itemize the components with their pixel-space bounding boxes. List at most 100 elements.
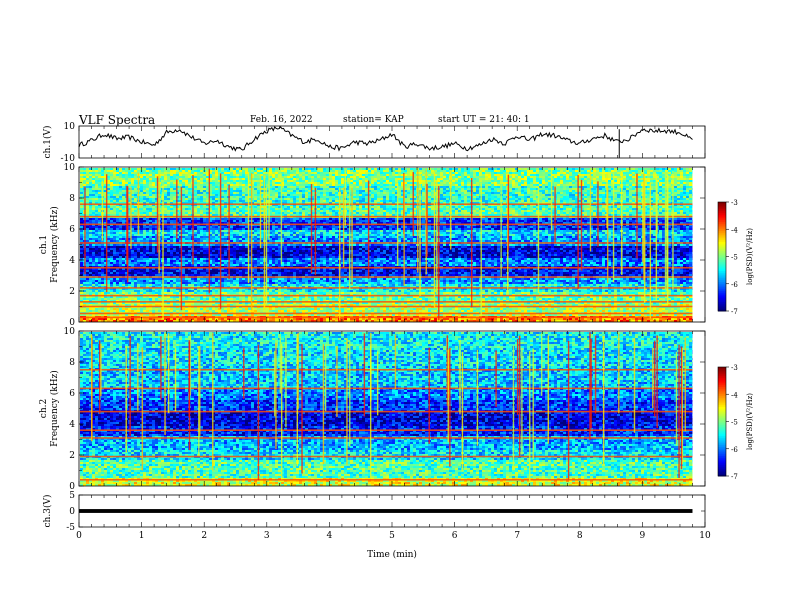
x-tick-label: 5 <box>389 531 395 541</box>
ch1-band-line <box>80 295 692 297</box>
x-tick-label: 2 <box>201 531 207 541</box>
ch1-colorbar-tick-label: -4 <box>731 226 738 234</box>
ch2-y-tick-label: 4 <box>69 420 75 430</box>
ch1-y-tick-label: 10 <box>64 122 76 132</box>
ch1-streak <box>368 181 369 279</box>
ch1-y-tick-label: 8 <box>69 194 75 204</box>
ch1-streak <box>209 169 210 294</box>
ch2-streak <box>618 333 619 413</box>
ch1-streak <box>220 173 221 308</box>
ch1-series-line <box>79 127 693 151</box>
ch1-streak <box>158 174 159 273</box>
ch1-streak <box>127 186 128 282</box>
ch2-streak <box>521 348 522 455</box>
ch2-streak <box>548 336 549 444</box>
ch2-y-tick-label: 6 <box>69 389 75 399</box>
ch1-streak <box>554 187 555 244</box>
ch1-y-axis-label: ch.1(V) <box>42 126 53 159</box>
ch2-streak <box>676 352 677 446</box>
ch1-streak <box>426 184 427 257</box>
ch1-y-tick-label: 2 <box>69 287 75 297</box>
x-tick-label: 8 <box>577 531 583 541</box>
ch2-streak <box>164 332 165 435</box>
x-tick-label: 7 <box>514 531 520 541</box>
ch2-colorbar-tick-label: -4 <box>731 391 738 399</box>
ch1-streak <box>551 169 552 230</box>
ch1-colorbar-label: log(PSD)(V²/Hz) <box>746 228 754 285</box>
ch2-streak <box>532 349 533 460</box>
x-tick-label: 0 <box>76 531 82 541</box>
ch1-band-line <box>80 317 692 319</box>
ch1-band-line <box>80 276 692 278</box>
ch2-streak <box>325 344 326 412</box>
ch1-colorbar-tick-label: -3 <box>731 199 738 207</box>
ch1-streak <box>665 173 666 289</box>
ch1-colorbar <box>718 202 726 312</box>
ch1-streak <box>500 181 501 277</box>
ch1-streak <box>613 173 614 282</box>
chart-canvas: 10-10ch.1(V)0246810ch.1 Frequency (kHz)-3… <box>0 0 792 612</box>
ch1-y-tick-label: 4 <box>69 256 75 266</box>
ch2-streak <box>297 333 298 409</box>
ch2-colorbar-tick-label: -6 <box>731 446 738 454</box>
ch2-streak <box>346 338 347 465</box>
ch2-streak <box>652 348 653 408</box>
ch1-y-axis-label: ch.1 <box>39 235 49 254</box>
ch1-streak <box>281 173 282 264</box>
ch2-y-tick-label: 10 <box>64 327 76 337</box>
ch1-streak <box>349 179 350 289</box>
ch2-streak <box>595 336 596 414</box>
ch1-streak <box>403 174 404 286</box>
ch1-band-line <box>80 216 692 218</box>
ch1-band-line <box>80 224 692 226</box>
ch2-colorbar-tick-label: -7 <box>731 473 738 481</box>
ch1-streak <box>343 187 344 267</box>
ch2-band-line <box>80 456 692 458</box>
ch2-streak <box>654 341 655 417</box>
ch2-streak <box>126 346 127 453</box>
ch2-streak <box>459 340 460 414</box>
ch1-band-line <box>80 203 692 205</box>
ch2-streak <box>349 341 350 447</box>
ch2-colorbar-tick-label: -3 <box>731 364 738 372</box>
ch1-streak <box>102 181 103 241</box>
ch2-y-axis-label: ch.2 <box>39 399 49 418</box>
ch1-streak <box>268 173 269 239</box>
ch2-streak <box>323 344 324 464</box>
ch2-streak <box>212 332 213 470</box>
ch2-streak <box>91 335 92 442</box>
ch1-colorbar-tick-label: -7 <box>731 308 738 316</box>
ch2-streak <box>274 351 275 417</box>
x-tick-label: 4 <box>327 531 333 541</box>
ch1-streak <box>157 176 158 252</box>
ch1-streak <box>315 188 316 275</box>
ch2-streak <box>589 332 590 440</box>
ch2-y-tick-label: 2 <box>69 451 75 461</box>
ch1-streak <box>434 172 435 307</box>
ch1-streak <box>260 175 261 248</box>
ch1-streak <box>248 172 249 283</box>
x-axis-label: Time (min) <box>367 549 417 560</box>
x-tick-label: 1 <box>139 531 145 541</box>
ch2-streak <box>541 333 542 396</box>
x-tick-label: 9 <box>640 531 646 541</box>
ch3-y-tick-label: -5 <box>66 523 75 533</box>
ch1-streak <box>130 187 131 249</box>
ch2-band-line <box>80 369 692 371</box>
ch2-streak <box>517 339 518 415</box>
ch1-streak <box>471 178 472 307</box>
ch1-streak <box>264 175 265 310</box>
ch1-streak <box>606 172 607 228</box>
ch1-streak <box>672 171 673 290</box>
ch1-colorbar-tick-label: -6 <box>731 281 738 289</box>
ch2-streak <box>280 337 281 393</box>
ch1-streak <box>192 175 193 264</box>
ch2-streak <box>529 351 530 485</box>
ch3-y-axis-label: ch.3(V) <box>42 495 53 528</box>
ch2-colorbar-label: log(PSD)(V²/Hz) <box>746 393 754 450</box>
ch1-streak <box>106 174 107 292</box>
ch1-band-line <box>80 287 692 289</box>
ch1-streak <box>266 187 267 304</box>
ch1-streak <box>508 175 509 250</box>
ch1-y-axis-label: Frequency (kHz) <box>49 206 60 283</box>
